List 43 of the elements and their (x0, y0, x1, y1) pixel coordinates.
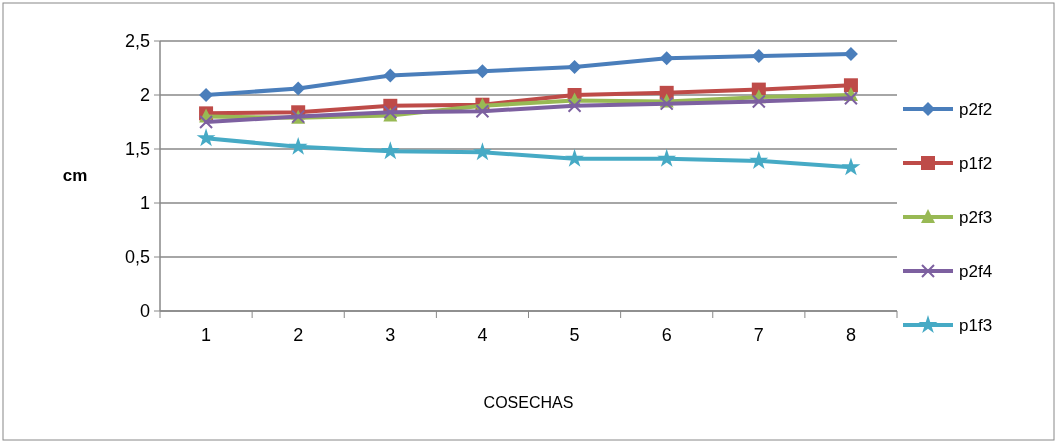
point (751, 94, 766, 109)
legend-label: p1f3 (959, 315, 993, 335)
point (565, 148, 584, 167)
y-tick-label: 1 (139, 193, 150, 214)
point (475, 104, 490, 119)
x-tick-label: 5 (569, 325, 580, 345)
point (291, 81, 306, 96)
x-tick-label: 3 (385, 325, 396, 345)
point (843, 46, 858, 61)
x-axis-title: COSECHAS (483, 394, 574, 411)
point (288, 136, 308, 155)
point (383, 68, 398, 83)
y-tick-label: 0 (139, 301, 150, 322)
point (567, 59, 582, 74)
point (199, 88, 214, 102)
point (199, 115, 214, 129)
point (475, 64, 490, 79)
x-tick-label: 7 (753, 325, 764, 345)
legend-label: p2f2 (959, 99, 993, 119)
x-tick-label: 6 (661, 325, 672, 345)
point (843, 91, 858, 106)
point (841, 157, 861, 176)
point (380, 141, 400, 160)
y-tick-label: 1,5 (124, 139, 150, 160)
point (659, 51, 674, 66)
y-tick-label: 2,5 (124, 31, 150, 52)
legend-label: p2f4 (959, 261, 993, 281)
point (196, 128, 216, 147)
point (751, 49, 766, 64)
y-axis-title: cm (62, 166, 88, 185)
x-tick-label: 8 (845, 325, 856, 345)
point (843, 78, 858, 93)
point (473, 142, 492, 161)
point (567, 98, 582, 113)
point (749, 150, 769, 169)
legend-label: p2f3 (959, 207, 993, 227)
x-tick-label: 1 (201, 325, 212, 345)
x-tick-label: 2 (293, 325, 304, 345)
point (657, 148, 677, 167)
y-tick-label: 2 (139, 85, 150, 106)
y-tick-label: 0,5 (124, 247, 150, 268)
x-tick-label: 4 (477, 325, 488, 345)
legend-label: p1f2 (959, 153, 993, 173)
